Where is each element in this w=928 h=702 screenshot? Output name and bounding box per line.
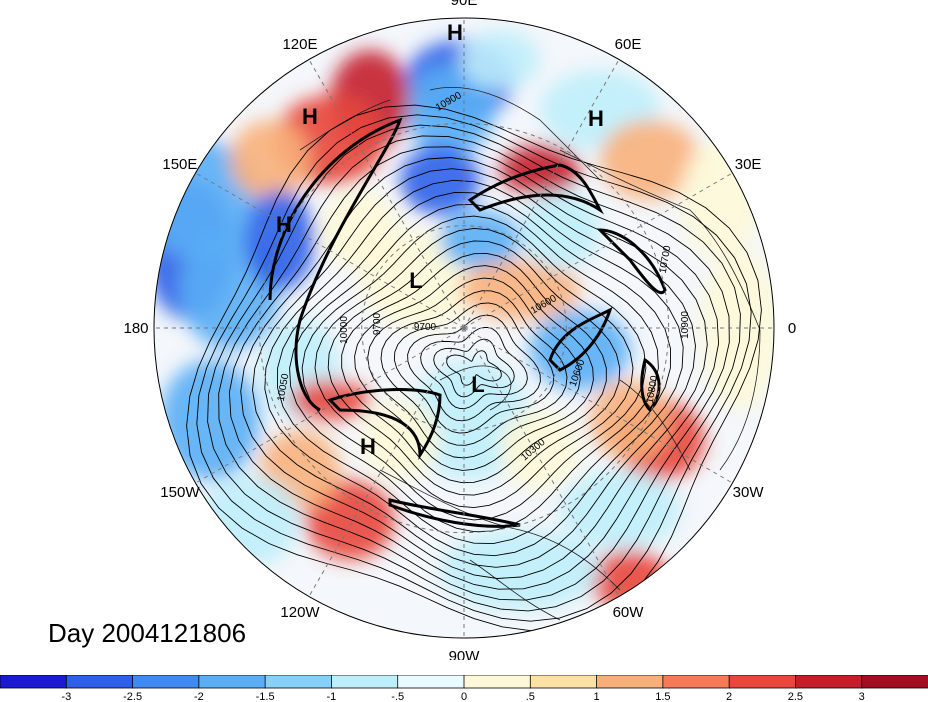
longitude-label: 30E — [735, 156, 762, 173]
colorbar: -3 -2.5 -2 -1.5 -1 -.5 0 .5 1 1.5 2 2.5 3 — [0, 675, 928, 702]
contour-label: 9700 — [372, 312, 383, 335]
longitude-label: 90W — [449, 648, 481, 660]
longitude-label: 180 — [123, 320, 148, 337]
longitude-label: 120E — [282, 36, 317, 53]
pressure-center-label: L — [409, 268, 422, 293]
colorbar-tick-label: 0 — [461, 691, 467, 702]
jet-streaks — [268, 117, 667, 528]
colorbar-swatch — [861, 675, 928, 689]
colorbar-swatch — [795, 675, 863, 689]
colorbar-tick-label: -.5 — [391, 691, 404, 702]
longitude-label: 150E — [162, 156, 197, 173]
colorbar-swatch — [596, 675, 664, 689]
colorbar-tick-label: 3 — [859, 691, 865, 702]
colorbar-swatch — [463, 675, 532, 689]
pressure-center-label: H — [447, 20, 463, 45]
colorbar-swatch — [331, 675, 399, 689]
longitude-label: 90E — [451, 0, 478, 9]
colorbar-swatch — [662, 675, 731, 689]
colorbar-swatch — [198, 675, 267, 689]
contour-label: 10050 — [276, 372, 292, 402]
colorbar-tick-label: .5 — [526, 691, 535, 702]
longitude-label: 150W — [160, 484, 200, 501]
contour-label: 9700 — [414, 322, 437, 333]
pressure-center-label: H — [302, 104, 318, 129]
colorbar-tick-label: 2 — [726, 691, 732, 702]
longitude-label: 60W — [613, 604, 645, 621]
colorbar-swatch — [397, 675, 465, 689]
colorbar-tick-label: -2 — [194, 691, 204, 702]
longitude-labels: 90E 60E 30E 0 30W 60W 90W 120W 150W 180 150E 120E — [123, 0, 796, 660]
longitude-label: 30W — [733, 484, 765, 501]
colorbar-tick-label: -2.5 — [123, 691, 142, 702]
day-title: Day 2004121806 — [48, 618, 247, 648]
map-border — [153, 17, 775, 639]
graticule — [154, 18, 774, 638]
longitude-label: 60E — [615, 36, 642, 53]
colorbar-swatch — [0, 675, 68, 689]
contour-label: 10000 — [339, 316, 350, 344]
colorbar-swatch — [65, 675, 134, 689]
contour-label: 10800 — [645, 374, 661, 404]
longitude-label: 0 — [788, 320, 796, 337]
colorbar-tick-label: -3 — [61, 691, 71, 702]
longitude-label: 120W — [280, 604, 320, 621]
pressure-center-label: H — [588, 106, 604, 131]
pressure-center-label: H — [276, 212, 292, 237]
colorbar-swatch — [529, 675, 598, 689]
pressure-center-label: L — [471, 372, 484, 397]
colorbar-tick-label: -1 — [327, 691, 337, 702]
colorbar-tick-label: 1.5 — [655, 691, 670, 702]
colorbar-tick-label: 2.5 — [788, 691, 803, 702]
contour-label: 10900 — [680, 311, 691, 339]
colorbar-tick-label: -1.5 — [256, 691, 275, 702]
contour-label: 10700 — [658, 244, 674, 274]
pressure-center-label: H — [360, 434, 376, 459]
polar-map: 90E 60E 30E 0 30W 60W 90W 120W 150W 180 150E 120E H… — [123, 0, 796, 660]
colorbar-tick-label: 1 — [594, 691, 600, 702]
colorbar-swatch — [264, 675, 333, 689]
colorbar-swatch — [132, 675, 200, 689]
pressure-center-labels: H H H H L L H — [276, 20, 604, 459]
colorbar-swatch — [728, 675, 797, 689]
